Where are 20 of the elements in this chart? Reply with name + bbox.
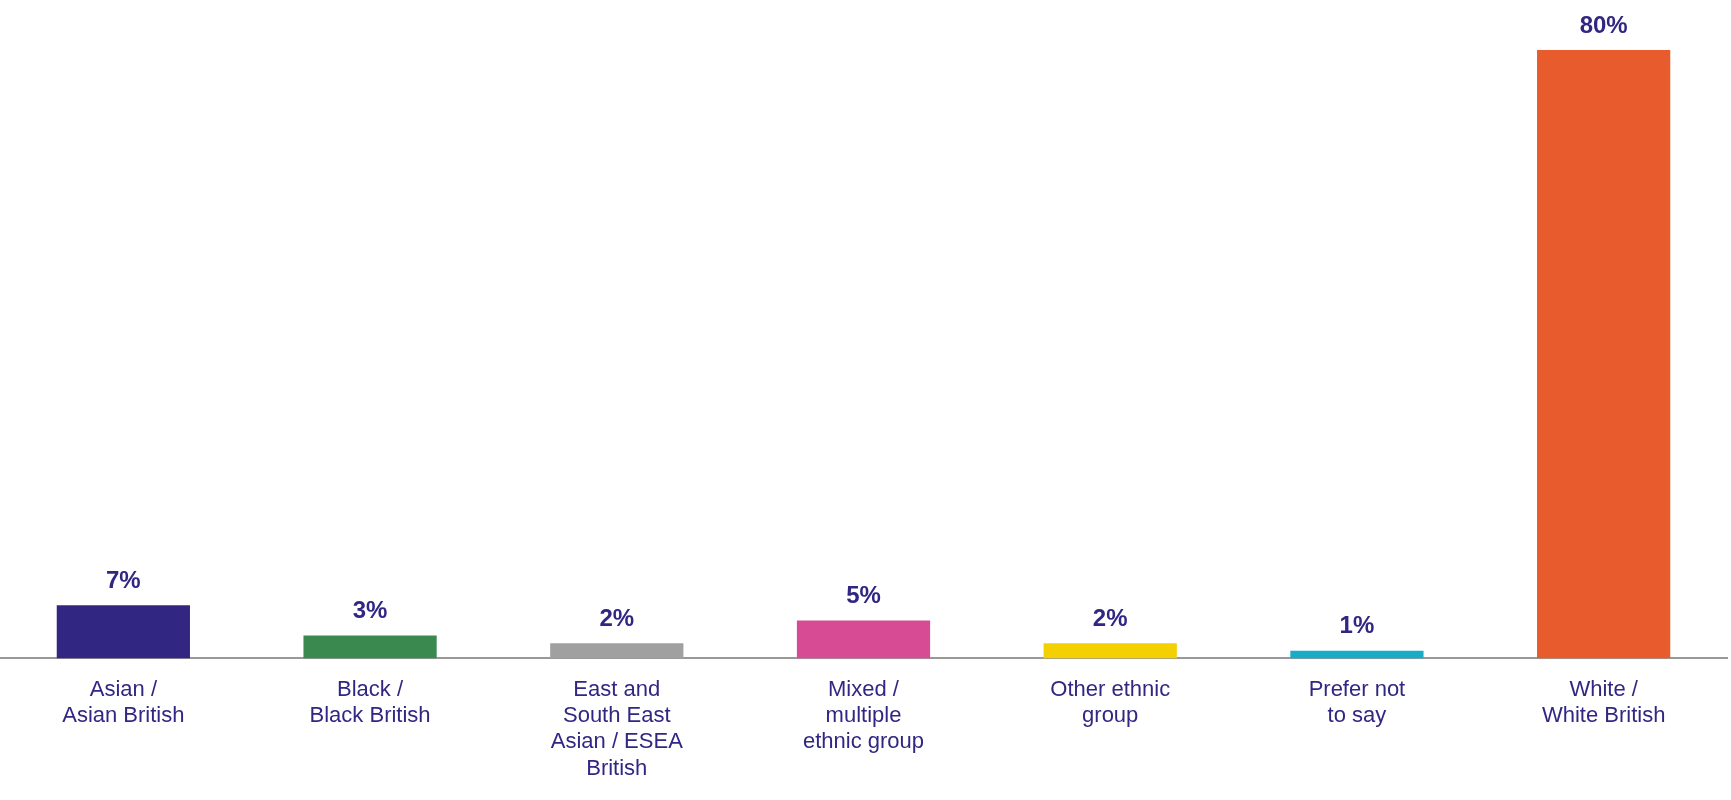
data-label: 2%	[1092, 603, 1128, 631]
data-label: 80%	[1579, 10, 1628, 38]
x-tick-label: White / White British	[1541, 675, 1666, 728]
data-label: 2%	[599, 603, 635, 631]
bar	[303, 635, 437, 659]
bar	[56, 605, 190, 659]
bar	[1537, 50, 1671, 659]
x-tick-label: Black / Black British	[309, 675, 431, 728]
x-tick-label: Other ethnic group	[1050, 675, 1171, 728]
x-tick-label: Mixed / multiple ethnic group	[802, 675, 925, 754]
data-label: 7%	[106, 565, 141, 593]
data-label: 3%	[352, 596, 388, 624]
x-tick-label: Prefer not to say	[1308, 675, 1406, 728]
bar	[1043, 643, 1177, 659]
x-tick-label: Asian / Asian British	[62, 675, 185, 728]
bar	[796, 620, 931, 659]
x-tick-label: East and South East Asian / ESEA British	[550, 675, 684, 780]
data-label: 5%	[846, 581, 881, 608]
bar	[1290, 650, 1424, 659]
data-label: 1%	[1339, 611, 1375, 639]
